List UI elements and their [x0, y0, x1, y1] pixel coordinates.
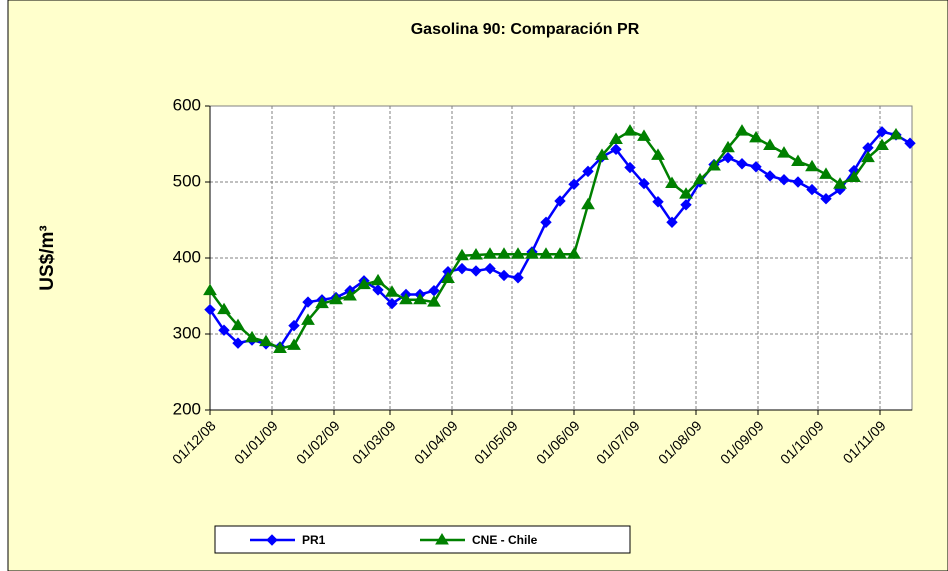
point — [315, 296, 329, 309]
point — [567, 247, 581, 259]
point — [679, 187, 693, 199]
point — [245, 330, 259, 343]
point — [204, 303, 216, 316]
point — [652, 196, 664, 208]
point — [750, 161, 762, 173]
point — [203, 283, 217, 296]
point — [707, 159, 721, 171]
point — [539, 247, 553, 259]
point — [735, 124, 749, 136]
point — [778, 174, 790, 186]
point — [273, 341, 287, 353]
point — [777, 146, 791, 158]
point — [525, 247, 539, 259]
point — [498, 269, 510, 282]
point — [231, 318, 245, 331]
y-tick-label: 300 — [173, 323, 201, 342]
point — [218, 324, 230, 336]
legend-label: PR1 — [302, 533, 326, 547]
point — [554, 195, 566, 207]
point — [232, 337, 244, 349]
point — [749, 130, 763, 143]
point — [413, 292, 427, 305]
point — [553, 247, 567, 259]
point — [372, 284, 384, 296]
point — [259, 334, 273, 347]
point — [623, 124, 637, 136]
point — [512, 272, 524, 284]
point — [875, 138, 889, 151]
point — [470, 265, 482, 277]
point — [764, 170, 776, 182]
chart-title: Gasolina 90: Comparación PR — [411, 21, 640, 38]
legend-marker — [435, 533, 449, 545]
point — [638, 177, 650, 190]
point — [763, 138, 777, 151]
point — [568, 178, 580, 190]
point — [876, 126, 888, 138]
point — [301, 313, 315, 325]
point — [497, 247, 511, 259]
point — [582, 165, 594, 178]
point — [484, 262, 496, 275]
point — [540, 216, 552, 228]
point — [736, 158, 748, 170]
legend-marker — [266, 534, 278, 546]
legend-label: CNE - Chile — [472, 533, 538, 547]
point — [386, 297, 398, 310]
y-tick-label: 200 — [173, 399, 201, 418]
point — [847, 170, 861, 182]
point — [693, 172, 707, 185]
point — [806, 183, 818, 196]
point — [861, 150, 875, 163]
y-tick-label: 400 — [173, 247, 201, 266]
point — [610, 143, 622, 156]
point — [904, 137, 916, 149]
point — [819, 167, 833, 179]
point — [889, 127, 903, 140]
point — [609, 132, 623, 144]
point — [595, 148, 609, 160]
point — [385, 285, 399, 297]
point — [302, 296, 314, 308]
y-tick-label: 600 — [173, 95, 201, 114]
point — [483, 247, 497, 259]
point — [427, 295, 441, 307]
point — [722, 151, 734, 164]
point — [624, 161, 636, 174]
point — [637, 129, 651, 141]
point — [343, 289, 357, 301]
point — [721, 140, 735, 153]
point — [469, 247, 483, 260]
y-tick-label: 500 — [173, 171, 201, 190]
point — [792, 176, 804, 188]
point — [287, 338, 301, 350]
point — [217, 302, 231, 315]
point — [441, 271, 455, 284]
point — [665, 176, 679, 189]
point — [456, 262, 468, 275]
y-axis-label: US$/m³ — [37, 225, 58, 290]
point — [455, 248, 469, 261]
point — [805, 159, 819, 172]
point — [288, 319, 300, 332]
point — [791, 154, 805, 166]
point — [833, 177, 847, 189]
point — [357, 277, 371, 290]
point — [399, 292, 413, 305]
point — [820, 193, 832, 205]
point — [666, 216, 678, 228]
point — [371, 273, 385, 286]
point — [581, 197, 595, 210]
point — [680, 199, 692, 211]
point — [651, 148, 665, 160]
point — [511, 247, 525, 259]
point — [329, 292, 343, 305]
